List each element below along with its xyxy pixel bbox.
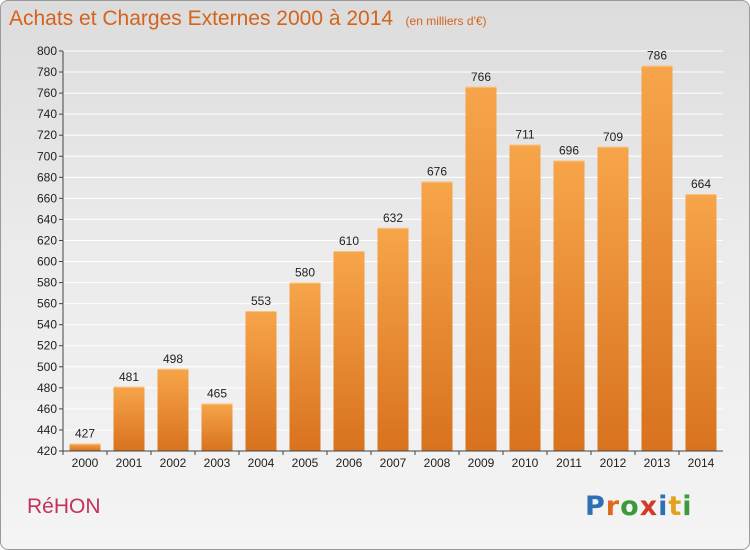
- bar: [69, 443, 101, 451]
- bar: [421, 181, 453, 452]
- y-tick-label: 480: [37, 381, 57, 395]
- bar-value-label: 498: [163, 352, 183, 366]
- bar-value-label: 481: [119, 370, 139, 384]
- x-axis: 2000 2001 2002 2003 2004 2005 2006 2007 2008 2009…: [62, 450, 723, 470]
- y-tick-label: 520: [37, 339, 57, 353]
- y-tick-label: 660: [37, 191, 57, 205]
- x-tick-label: 2010: [512, 456, 539, 470]
- bar-value-label: 664: [691, 177, 711, 191]
- x-tick-label: 2011: [556, 456, 582, 470]
- x-tick-label: 2009: [468, 456, 495, 470]
- bar: [509, 144, 541, 451]
- bar-value-label: 632: [383, 211, 403, 225]
- bar-value-label: 580: [295, 266, 315, 280]
- x-tick-label: 2006: [336, 456, 363, 470]
- y-tick-label: 560: [37, 297, 57, 311]
- bar-value-label: 465: [207, 387, 227, 401]
- y-tick-label: 420: [37, 444, 57, 458]
- logo-letter: i: [682, 491, 693, 522]
- y-tick-label: 440: [37, 423, 57, 437]
- chart-title: Achats et Charges Externes 2000 à 2014: [9, 7, 394, 30]
- y-tick-label: 720: [37, 128, 57, 142]
- bar: [641, 65, 673, 451]
- bar: [377, 227, 409, 451]
- x-tick-label: 2004: [248, 456, 275, 470]
- y-tick-label: 700: [37, 149, 57, 163]
- bar: [245, 311, 277, 451]
- x-tick-label: 2000: [72, 456, 99, 470]
- y-axis: 420 440 460 480 500 520 540 560 580 600 620 640 660 6…: [37, 44, 64, 458]
- y-tick-label: 760: [37, 86, 57, 100]
- bar: [201, 403, 233, 451]
- bar-value-label: 610: [339, 234, 359, 248]
- logo-letter: x: [639, 491, 659, 522]
- logo-letter: P: [585, 491, 606, 522]
- y-tick-label: 640: [37, 212, 57, 226]
- title-row: Achats et Charges Externes 2000 à 2014 (…: [9, 7, 487, 31]
- x-tick-label: 2002: [160, 456, 187, 470]
- bar: [157, 368, 189, 451]
- x-tick-label: 2003: [204, 456, 231, 470]
- bar-value-label: 711: [515, 128, 534, 142]
- x-tick-label: 2013: [644, 456, 671, 470]
- x-tick-label: 2008: [424, 456, 451, 470]
- y-tick-label: 740: [37, 107, 57, 121]
- y-tick-label: 780: [37, 65, 57, 79]
- bar: [685, 194, 717, 451]
- x-tick-label: 2005: [292, 456, 319, 470]
- y-tick-label: 500: [37, 360, 57, 374]
- bar: [597, 146, 629, 451]
- bars: 427 481 498 465 553 580 610 632 676 766 711 696 709 7…: [69, 49, 717, 452]
- logo-letter: t: [668, 491, 683, 522]
- bar-value-label: 676: [427, 165, 447, 179]
- bar: [465, 86, 497, 451]
- y-tick-label: 800: [37, 44, 57, 58]
- bar: [289, 282, 321, 451]
- proxiti-logo: Proxiti: [585, 491, 693, 522]
- y-tick-label: 620: [37, 233, 57, 247]
- bar-value-label: 696: [559, 143, 579, 157]
- bar-value-label: 553: [251, 294, 271, 308]
- bar: [113, 386, 145, 451]
- y-tick-label: 580: [37, 276, 57, 290]
- bar-value-label: 766: [471, 70, 491, 84]
- x-tick-label: 2012: [600, 456, 627, 470]
- x-tick-label: 2007: [380, 456, 407, 470]
- bar: [553, 160, 585, 451]
- bar-value-label: 709: [603, 130, 623, 144]
- x-tick-label: 2001: [116, 456, 143, 470]
- chart-subtitle: (en milliers d'€): [405, 14, 487, 28]
- bar: [333, 251, 365, 451]
- logo-letter: o: [620, 491, 640, 522]
- y-tick-label: 600: [37, 255, 57, 269]
- place-name: RéHON: [27, 495, 101, 518]
- bar-value-label: 786: [647, 49, 667, 63]
- bar-value-label: 427: [75, 427, 95, 441]
- logo-letter: r: [605, 491, 621, 522]
- y-tick-label: 540: [37, 318, 57, 332]
- logo-letter: i: [658, 491, 669, 522]
- x-tick-label: 2014: [688, 456, 715, 470]
- y-tick-label: 680: [37, 170, 57, 184]
- y-tick-label: 460: [37, 402, 57, 416]
